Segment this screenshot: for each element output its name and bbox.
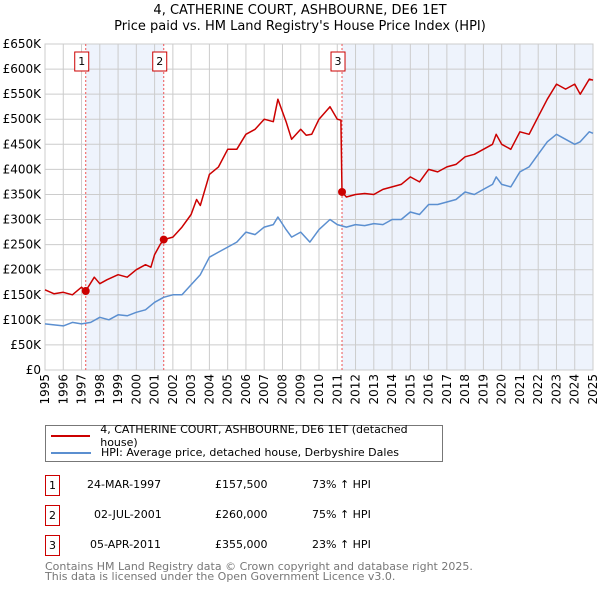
x-tick-label: 2003 [184,374,198,405]
y-tick-label: £400K [3,162,43,176]
y-tick-label: £350K [3,187,43,201]
sale-label: 2 [156,55,163,68]
sale-point [159,235,168,244]
transaction-number: 1 [45,475,60,496]
sale-label-box [330,51,346,72]
transaction-hpi: 23% ↑ HPI [312,538,371,551]
x-tick-label: 2022 [531,374,545,405]
x-tick-label: 2011 [330,374,344,405]
footer-copyright: Contains HM Land Registry data © Crown c… [45,560,473,573]
transaction-row: 2 02-JUL-2001 £260,000 75% ↑ HPI [45,505,445,526]
x-tick-label: 2025 [586,374,600,405]
sale-point [338,187,347,196]
transaction-price: £260,000 [215,508,268,521]
series-line-property [44,78,594,296]
x-tick-label: 2021 [513,374,527,405]
x-tick-label: 1999 [111,374,125,405]
y-tick-label: £450K [3,137,43,151]
transaction-number: 2 [45,505,60,526]
footer-licence: This data is licensed under the Open Gov… [45,570,396,583]
y-tick-label: £300K [3,213,43,227]
y-tick-label: £150K [3,288,43,302]
y-tick-label: £0 [26,363,41,377]
y-tick-label: £250K [3,238,43,252]
x-tick-label: 2013 [367,374,381,405]
x-tick-label: 2002 [166,374,180,405]
transaction-date: 02-JUL-2001 [94,508,162,521]
sale-point [81,287,90,296]
plot-border [44,43,594,371]
sale-label: 1 [78,55,85,68]
y-tick-label: £50K [10,338,42,352]
x-tick-label: 2001 [148,374,162,405]
sale-label-box [152,51,168,72]
x-tick-label: 2014 [385,374,399,405]
y-tick-label: £600K [3,62,43,76]
transaction-hpi: 73% ↑ HPI [312,478,371,491]
x-tick-label: 2010 [312,374,326,405]
x-tick-label: 2018 [458,374,472,405]
series-line-hpi [44,131,594,327]
transaction-date: 24-MAR-1997 [87,478,162,491]
y-tick-label: £650K [3,37,43,51]
x-tick-label: 2004 [202,374,216,405]
x-tick-label: 2024 [568,374,582,405]
shaded-period [342,44,593,370]
chart-title: 4, CATHERINE COURT, ASHBOURNE, DE6 1ET [153,3,447,18]
y-tick-label: £550K [3,87,43,101]
y-tick-label: £500K [3,112,43,126]
legend-item-hpi: HPI: Average price, detached house, Derb… [46,444,399,461]
x-tick-label: 2009 [294,374,308,405]
legend-label-hpi: HPI: Average price, detached house, Derb… [101,446,399,459]
y-tick-label: £100K [3,313,43,327]
x-tick-label: 2019 [476,374,490,405]
legend-swatch-property [51,434,91,437]
x-tick-label: 1995 [38,374,52,405]
chart-subtitle: Price paid vs. HM Land Registry's House … [114,19,486,34]
transaction-row: 3 05-APR-2011 £355,000 23% ↑ HPI [45,535,445,556]
x-tick-label: 2006 [239,374,253,405]
x-tick-label: 2017 [440,374,454,405]
transaction-hpi: 75% ↑ HPI [312,508,371,521]
legend: 4, CATHERINE COURT, ASHBOURNE, DE6 1ET (… [45,423,443,462]
legend-item-property: 4, CATHERINE COURT, ASHBOURNE, DE6 1ET (… [46,423,442,449]
transaction-number: 3 [45,535,60,556]
x-tick-label: 2000 [129,374,143,405]
legend-label-property: 4, CATHERINE COURT, ASHBOURNE, DE6 1ET (… [100,422,408,449]
x-tick-label: 2005 [221,374,235,405]
x-tick-label: 2020 [495,374,509,405]
transaction-row: 1 24-MAR-1997 £157,500 73% ↑ HPI [45,475,445,496]
y-tick-label: £200K [3,263,43,277]
x-tick-label: 2008 [275,374,289,405]
transaction-date: 05-APR-2011 [90,538,162,551]
x-tick-label: 2007 [257,374,271,405]
x-tick-label: 2023 [549,374,563,405]
x-tick-label: 2016 [422,374,436,405]
shaded-period [85,44,164,370]
price-chart: £0 £50K £100K £150K £200K £250K £300K £350K £400… [3,37,600,405]
x-tick-label: 2015 [403,374,417,405]
x-tick-label: 1996 [56,374,70,405]
transaction-price: £157,500 [215,478,268,491]
x-tick-label: 1997 [75,374,89,405]
transaction-price: £355,000 [215,538,268,551]
sale-label: 3 [335,55,342,68]
sale-label-box [74,51,90,72]
x-tick-label: 1998 [93,374,107,405]
legend-swatch-hpi [51,451,91,454]
x-tick-label: 2012 [349,374,363,405]
